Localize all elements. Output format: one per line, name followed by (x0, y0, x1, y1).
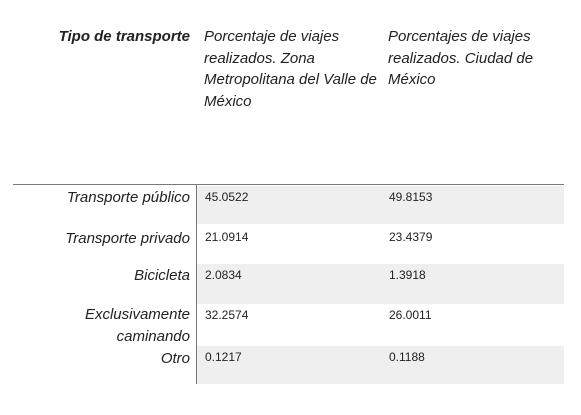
table-row: Exclusivamente caminando 32.2574 26.0011 (0, 304, 581, 346)
header-porcentaje-cdmx: Porcentajes de viajes realizados. Ciudad… (388, 28, 534, 88)
cell-cdmx: 26.0011 (389, 308, 432, 322)
table-row: Otro 0.1217 0.1188 (0, 346, 581, 384)
row-shade (197, 264, 564, 304)
row-shade (197, 186, 564, 224)
table-row: Transporte público 45.0522 49.8153 (0, 186, 581, 224)
header-divider (13, 184, 564, 185)
cell-cdmx: 1.3918 (389, 268, 426, 282)
row-label: Transporte privado (65, 230, 190, 247)
cell-zmvm: 45.0522 (205, 190, 249, 204)
table-row: Transporte privado 21.0914 23.4379 (0, 224, 581, 264)
cell-cdmx: 49.8153 (389, 190, 433, 204)
cell-zmvm: 21.0914 (205, 230, 249, 244)
row-label: Transporte público (66, 189, 190, 206)
cell-zmvm: 32.2574 (205, 308, 249, 322)
row-label: Bicicleta (134, 267, 190, 284)
cell-cdmx: 23.4379 (389, 230, 433, 244)
header-porcentaje-zmvm: Porcentaje de viajes realizados. Zona Me… (204, 28, 377, 110)
row-shade (197, 346, 564, 384)
row-label: Exclusivamente caminando (84, 306, 190, 345)
table-row: Bicicleta 2.0834 1.3918 (0, 264, 581, 304)
cell-cdmx: 0.1188 (389, 350, 425, 364)
column-divider (196, 184, 197, 384)
row-label: Otro (160, 350, 190, 367)
cell-zmvm: 2.0834 (205, 268, 242, 282)
cell-zmvm: 0.1217 (205, 350, 242, 364)
header-tipo-de-transporte: Tipo de transporte (58, 28, 190, 45)
